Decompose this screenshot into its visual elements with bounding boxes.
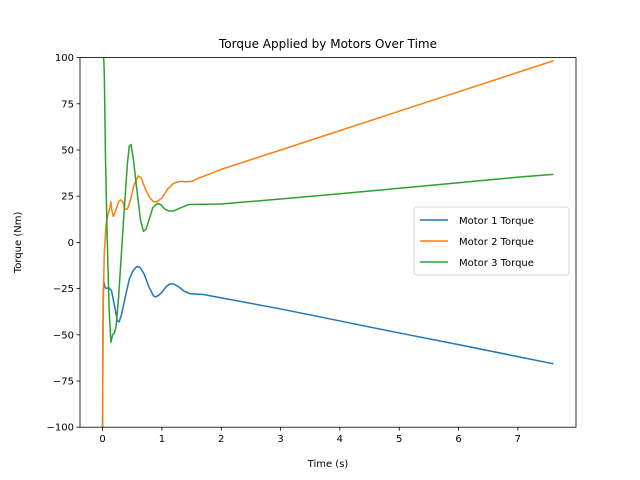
legend-box	[413, 206, 570, 276]
x-axis-label: Time (s)	[307, 459, 349, 470]
y-tick-label: −50	[53, 330, 74, 341]
y-tick-label: −100	[47, 423, 74, 434]
x-tick-label: 7	[515, 434, 521, 445]
y-tick-label: 25	[61, 192, 74, 203]
y-tick-label: 50	[61, 146, 74, 157]
y-axis-label: Torque (Nm)	[13, 212, 24, 275]
legend-label-motor-1: Motor 1 Torque	[459, 216, 534, 227]
x-tick-label: 5	[396, 434, 402, 445]
legend: Motor 1 Torque Motor 2 Torque Motor 3 To…	[413, 206, 570, 276]
y-tick-label: 75	[61, 99, 74, 110]
legend-label-motor-3: Motor 3 Torque	[459, 258, 534, 269]
x-tick-label: 3	[277, 434, 283, 445]
series-line-motor-1	[101, 265, 554, 428]
y-tick-label: −25	[53, 284, 74, 295]
y-axis-ticks: −100 −75 −50 −25 0 25 50 75 100	[47, 53, 80, 434]
y-tick-label: 0	[68, 238, 74, 249]
chart-title: Torque Applied by Motors Over Time	[218, 37, 437, 51]
series-layer	[101, 57, 554, 428]
y-tick-label: 100	[55, 53, 74, 64]
x-tick-label: 6	[455, 434, 461, 445]
x-axis-ticks: 0 1 2 3 4 5 6 7	[99, 427, 521, 445]
x-tick-label: 0	[99, 434, 105, 445]
legend-label-motor-2: Motor 2 Torque	[459, 237, 534, 248]
y-tick-label: −75	[53, 377, 74, 388]
x-tick-label: 1	[159, 434, 165, 445]
series-line-motor-2	[101, 60, 554, 428]
x-tick-label: 4	[337, 434, 343, 445]
x-tick-label: 2	[218, 434, 224, 445]
series-line-motor-3	[102, 57, 554, 343]
